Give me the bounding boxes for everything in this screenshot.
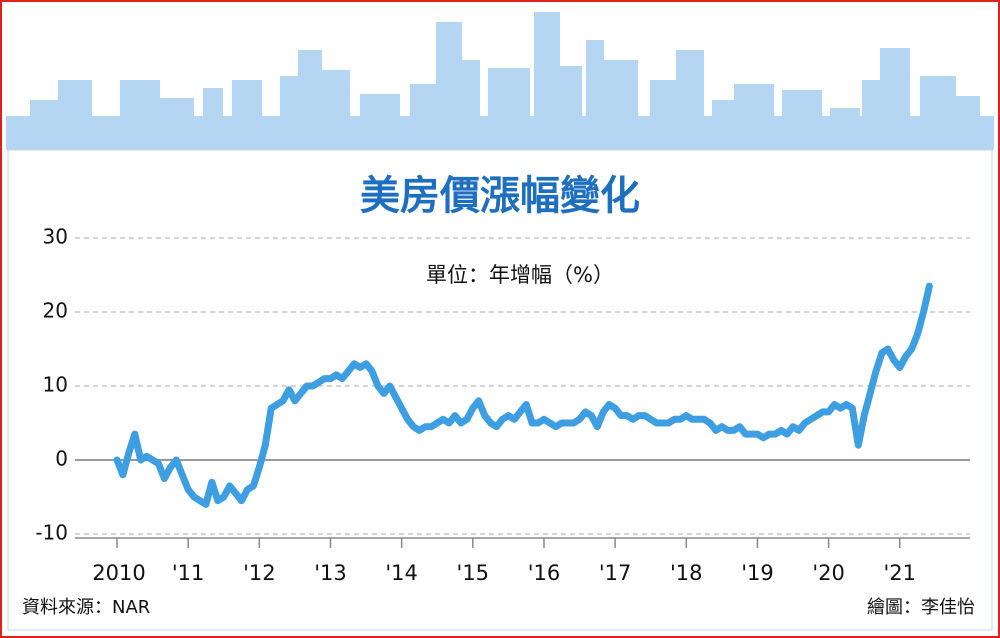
skyline — [6, 12, 994, 150]
y-tick-label: 20 — [43, 299, 68, 323]
y-tick-label: 30 — [43, 225, 68, 249]
x-tick-label: '20 — [812, 561, 845, 585]
x-tick-label: '19 — [741, 561, 774, 585]
line — [113, 282, 933, 508]
source: 資料來源：NAR — [22, 597, 150, 618]
x-tick-label: '16 — [528, 561, 561, 585]
subtitle: 單位：年增幅（%） — [426, 263, 614, 287]
card — [7, 149, 993, 631]
x-tick-label: '12 — [243, 561, 276, 585]
y-tick-label: 10 — [43, 373, 68, 397]
credit: 繪圖：李佳怡 — [867, 597, 975, 618]
x-tick-label: '13 — [314, 561, 347, 585]
x-tick-label: '11 — [172, 561, 205, 585]
x-tick-label: '15 — [457, 561, 490, 585]
x-tick-label: '18 — [670, 561, 703, 585]
chart-title: 美房價漲幅變化 — [360, 173, 640, 219]
y-tick-label: 0 — [55, 447, 68, 471]
x-tick-label: '21 — [884, 561, 917, 585]
x-tick-label: 2010 — [92, 561, 145, 585]
x-tick-label: '14 — [385, 561, 418, 585]
x-tick-label: '17 — [599, 561, 632, 585]
y-tick-label: -10 — [35, 521, 68, 545]
